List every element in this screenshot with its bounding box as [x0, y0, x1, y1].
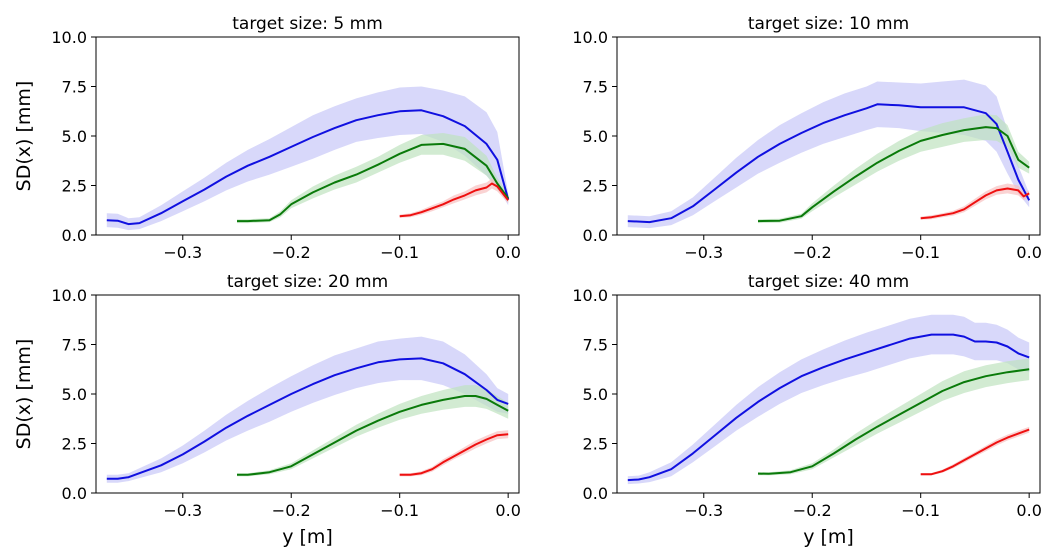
- series-1-line: [106, 357, 509, 480]
- y-tick-label: 7.5: [62, 336, 87, 355]
- series-2-line: [757, 126, 1030, 223]
- x-tick-label: 0.0: [1016, 243, 1041, 262]
- series-2-line: [237, 395, 509, 476]
- chart-panel-2: target size: 10 mm −0.3 −0.2 −0.1 0.0 0.0 2.5 5…: [572, 14, 1042, 262]
- x-axis-label: y [m]: [803, 526, 854, 547]
- x-tick-label: −0.2: [793, 501, 832, 520]
- x-axis-label: y [m]: [282, 526, 333, 547]
- y-tick-label: 0.0: [62, 484, 87, 503]
- chart-panel-3: target size: 20 mm −0.3 −0.2 −0.1 0.0 0.0 2.5 5…: [13, 272, 521, 547]
- panel-title: target size: 5 mm: [232, 14, 383, 34]
- series-2-line: [237, 142, 510, 223]
- x-tick-label: −0.1: [901, 243, 940, 262]
- y-tick-label: 5.0: [583, 127, 608, 146]
- series-2-line: [757, 368, 1030, 475]
- x-tick-label: −0.2: [272, 243, 311, 262]
- panel-title: target size: 40 mm: [748, 272, 909, 292]
- x-tick-label: −0.1: [380, 243, 419, 262]
- y-tick-label: 2.5: [62, 177, 87, 196]
- panel-title: target size: 10 mm: [748, 14, 909, 34]
- y-tick-label: 5.0: [62, 127, 87, 146]
- series-1-band: [627, 79, 1030, 229]
- series-3-line: [399, 182, 509, 218]
- y-tick-label: 10.0: [572, 28, 608, 47]
- series-3-line: [920, 428, 1030, 476]
- series-3-band: [920, 426, 1030, 476]
- y-tick-label: 5.0: [583, 385, 608, 404]
- series-1-line: [106, 109, 510, 226]
- y-tick-label: 2.5: [583, 435, 608, 454]
- y-tick-label: 0.0: [583, 484, 608, 503]
- x-tick-label: −0.3: [163, 501, 202, 520]
- y-tick-label: 10.0: [51, 28, 87, 47]
- series-1-line: [627, 333, 1030, 482]
- y-tick-label: 2.5: [583, 177, 608, 196]
- x-tick-label: −0.3: [684, 243, 723, 262]
- x-tick-label: 0.0: [495, 501, 520, 520]
- chart-panel-4: target size: 40 mm −0.3 −0.2 −0.1 0.0 0.0 2.5 5…: [572, 272, 1042, 547]
- chart-panel-1: target size: 5 mm −0.3 −0.2 −0.1 0.0 0.0 2.5 5.…: [13, 14, 521, 262]
- x-tick-label: 0.0: [495, 243, 520, 262]
- panel-title: target size: 20 mm: [227, 272, 388, 292]
- series-3-line: [920, 187, 1030, 220]
- series-2-band: [758, 114, 1030, 224]
- series-1-line: [627, 103, 1031, 224]
- x-tick-label: −0.1: [901, 501, 940, 520]
- series-2-band: [237, 133, 509, 224]
- y-tick-label: 10.0: [572, 286, 608, 305]
- x-tick-label: −0.1: [380, 501, 419, 520]
- y-tick-label: 7.5: [62, 78, 87, 97]
- y-tick-label: 5.0: [62, 385, 87, 404]
- x-tick-label: −0.2: [793, 243, 832, 262]
- y-tick-label: 7.5: [583, 78, 608, 97]
- y-tick-label: 7.5: [583, 336, 608, 355]
- y-tick-label: 0.0: [583, 226, 608, 245]
- y-tick-label: 0.0: [62, 226, 87, 245]
- series-1-band: [627, 314, 1030, 485]
- x-tick-label: −0.2: [272, 501, 311, 520]
- series-1-band: [106, 336, 509, 483]
- y-tick-label: 2.5: [62, 435, 87, 454]
- y-tick-label: 10.0: [51, 286, 87, 305]
- series-3-line: [399, 433, 509, 476]
- y-axis-label: SD(x) [mm]: [13, 339, 35, 450]
- x-tick-label: 0.0: [1016, 501, 1041, 520]
- x-tick-label: −0.3: [684, 501, 723, 520]
- series-2-band: [237, 385, 509, 477]
- x-tick-label: −0.3: [163, 243, 202, 262]
- y-axis-label: SD(x) [mm]: [13, 81, 35, 192]
- series-1-band: [106, 86, 509, 231]
